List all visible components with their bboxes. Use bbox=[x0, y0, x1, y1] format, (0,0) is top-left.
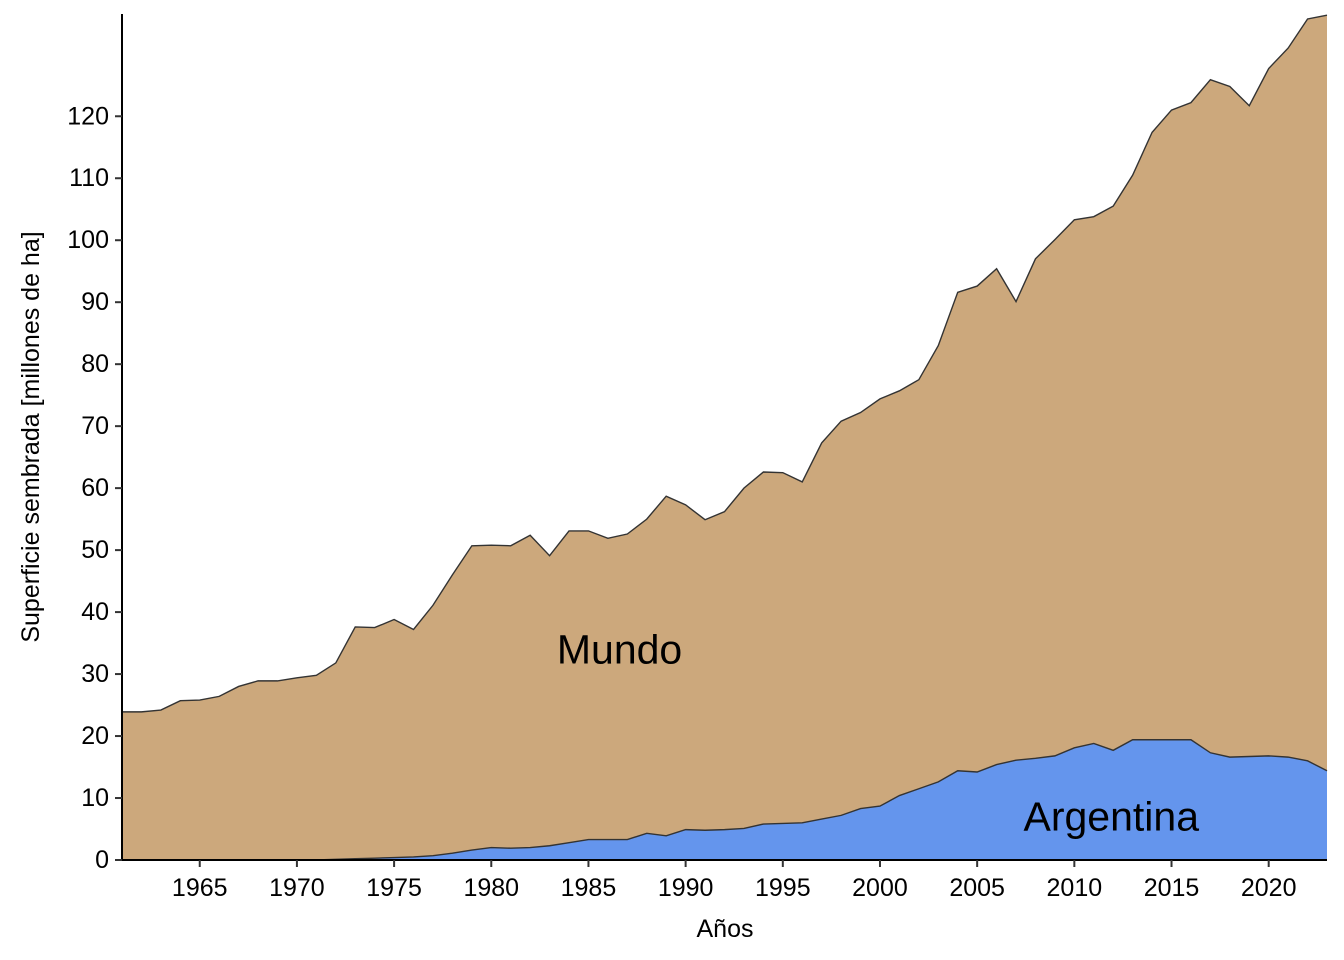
x-tick-label: 2005 bbox=[949, 874, 1005, 902]
x-axis-title: Años bbox=[697, 915, 754, 943]
y-axis-title: Superficie sembrada [millones de ha] bbox=[17, 231, 45, 642]
y-tick-label: 10 bbox=[81, 784, 109, 812]
x-tick-label: 1990 bbox=[658, 874, 714, 902]
y-tick-label: 60 bbox=[81, 474, 109, 502]
axes-group: 0 10 20 30 40 50 60 70 80 90 100 110 120 1965 1970 1975… bbox=[67, 14, 1327, 902]
x-tick-label: 1975 bbox=[366, 874, 422, 902]
area-series-group bbox=[122, 14, 1328, 861]
x-tick-label: 1970 bbox=[269, 874, 325, 902]
y-tick-label: 90 bbox=[81, 288, 109, 316]
x-tick-label: 2020 bbox=[1241, 874, 1297, 902]
area-outline-mundo bbox=[122, 14, 1328, 713]
x-tick-label: 1995 bbox=[755, 874, 811, 902]
y-tick-label: 20 bbox=[81, 722, 109, 750]
area-annotations: Mundo Argentina bbox=[557, 626, 1199, 839]
y-tick-label: 100 bbox=[67, 226, 109, 254]
x-tick-label: 1965 bbox=[172, 874, 228, 902]
annotation-argentina: Argentina bbox=[1024, 794, 1200, 840]
x-tick-label: 2000 bbox=[852, 874, 908, 902]
x-tick-label: 1980 bbox=[463, 874, 519, 902]
y-tick-label: 80 bbox=[81, 350, 109, 378]
annotation-mundo: Mundo bbox=[557, 626, 682, 672]
y-tick-label: 50 bbox=[81, 536, 109, 564]
x-tick-label: 2010 bbox=[1047, 874, 1103, 902]
area-argentina bbox=[122, 739, 1327, 860]
y-tick-label: 0 bbox=[95, 846, 109, 874]
y-tick-label: 70 bbox=[81, 412, 109, 440]
x-tick-label: 1985 bbox=[561, 874, 617, 902]
area-mundo bbox=[122, 15, 1327, 861]
y-tick-label: 120 bbox=[67, 102, 109, 130]
y-tick-label: 40 bbox=[81, 598, 109, 626]
y-tick-label: 110 bbox=[69, 164, 109, 192]
x-tick-label: 2015 bbox=[1144, 874, 1200, 902]
y-tick-label: 30 bbox=[81, 660, 109, 688]
